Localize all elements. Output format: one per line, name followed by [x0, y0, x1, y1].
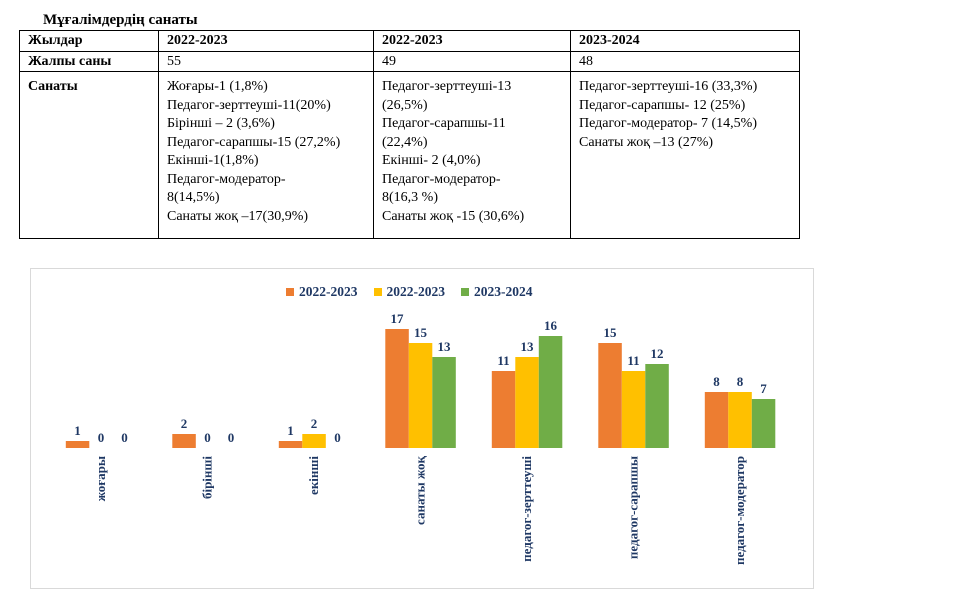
data-label: 8 [713, 374, 720, 389]
category-line: Санаты жоқ -15 (30,6%) [382, 208, 525, 224]
legend-label: 2023-2024 [474, 284, 533, 299]
bar [598, 343, 622, 448]
category-line: Педагог-зерттеуші-11(20%) [167, 97, 331, 113]
data-label: 0 [121, 430, 128, 445]
category-tick-label: педагог-зерттеуші [519, 456, 534, 562]
data-label: 0 [204, 430, 211, 445]
bar [278, 441, 303, 448]
category-line: Екінші-1(1,8%) [167, 153, 259, 168]
data-label: 17 [391, 311, 405, 326]
category-line: Педагог-зерттеуші-13 [382, 79, 512, 94]
bar [538, 336, 563, 448]
category-tick-label: педагог-модератор [732, 456, 747, 565]
category-line: Жоғары-1 (1,8%) [167, 79, 268, 94]
legend-item: 2023-2024 [461, 284, 533, 300]
data-label: 0 [228, 430, 235, 445]
category-line: Педагог-модератор- [167, 171, 286, 187]
category-line: Екінші- 2 (4,0%) [382, 153, 481, 168]
data-label: 12 [651, 346, 664, 361]
bar [172, 434, 196, 448]
bar [302, 434, 326, 448]
bar [645, 364, 669, 448]
data-label: 13 [521, 339, 535, 354]
category-line: Санаты жоқ –13 (27%) [579, 134, 714, 150]
data-label: 15 [604, 325, 618, 340]
category-tick-label: бірінші [200, 456, 215, 499]
legend-swatch [373, 288, 382, 296]
category-line: Педагог-зерттеуші-16 (33,3%) [579, 79, 758, 94]
bar [751, 399, 776, 448]
bar [408, 343, 433, 448]
category-line: Бірінші – 2 (3,6%) [167, 116, 275, 131]
category-line: Педагог-сарапшы- 12 (25%) [579, 97, 746, 113]
data-label: 11 [497, 353, 509, 368]
bar [65, 441, 90, 448]
teacher-category-table: Жылдар 2022-2023 2022-2023 2023-2024 Жал… [19, 30, 800, 239]
legend-item: 2022-2023 [286, 284, 358, 300]
chart-legend: 2022-2023 2022-2023 2023-2024 [286, 284, 533, 300]
header-year-cell: 2022-2023 [158, 30, 374, 52]
data-label: 13 [438, 339, 452, 354]
category-line: Педагог-модератор- [382, 171, 501, 187]
bar [621, 371, 646, 448]
category-label-cell: Санаты [19, 71, 159, 239]
document-title: Мұғалімдердің санаты [43, 12, 198, 28]
legend-label: 2022-2023 [386, 284, 446, 299]
data-label: 0 [98, 430, 105, 445]
category-line: 8(14,5%) [167, 190, 220, 205]
legend-swatch [286, 288, 294, 296]
data-label: 2 [311, 416, 318, 431]
chart-frame [30, 268, 814, 589]
table-category-row: Санаты Жоғары-1 (1,8%) Педагог-зерттеуші… [19, 71, 800, 239]
data-label: 0 [334, 430, 341, 445]
bar [491, 371, 516, 448]
bar [515, 357, 539, 448]
category-line: Педагог-модератор- 7 (14,5%) [579, 116, 758, 131]
data-label: 2 [181, 416, 188, 431]
category-line: Санаты жоқ –17(30,9%) [167, 208, 309, 224]
category-line: (26,5%) [382, 97, 428, 113]
bar [432, 357, 456, 448]
data-label: 15 [414, 325, 428, 340]
legend-label: 2022-2023 [299, 284, 358, 299]
category-line: Педагог-сарапшы-15 (27,2%) [167, 134, 341, 150]
data-label: 1 [74, 423, 81, 438]
data-label: 16 [544, 318, 558, 333]
category-line: 8(16,3 %) [382, 190, 438, 205]
data-label: 8 [737, 374, 744, 389]
data-label: 1 [287, 423, 294, 438]
category-line: (22,4%) [382, 134, 428, 150]
data-label: 11 [627, 353, 639, 368]
legend-swatch [461, 288, 469, 296]
bar [385, 329, 409, 448]
legend-item: 2022-2023 [373, 284, 446, 300]
data-label: 7 [760, 381, 767, 396]
category-tick-label: жоғары [93, 456, 108, 501]
total-value-cell: 55 [158, 50, 374, 72]
category-cell: Педагог-зерттеуші-16 (33,3%) Педагог-сар… [570, 71, 800, 239]
category-line: Педагог-сарапшы-11 [382, 116, 506, 131]
table-header-row: Жылдар 2022-2023 2022-2023 2023-2024 [19, 30, 800, 52]
bar [728, 392, 752, 448]
bar [704, 392, 729, 448]
category-cell: Жоғары-1 (1,8%) Педагог-зерттеуші-11(20%… [158, 71, 374, 239]
category-tick-label: санаты жоқ [413, 455, 428, 524]
category-cell: Педагог-зерттеуші-13 (26,5%) Педагог-сар… [373, 71, 571, 239]
category-tick-label: педагог-сарапшы [626, 456, 641, 559]
category-tick-label: екінші [306, 456, 321, 495]
